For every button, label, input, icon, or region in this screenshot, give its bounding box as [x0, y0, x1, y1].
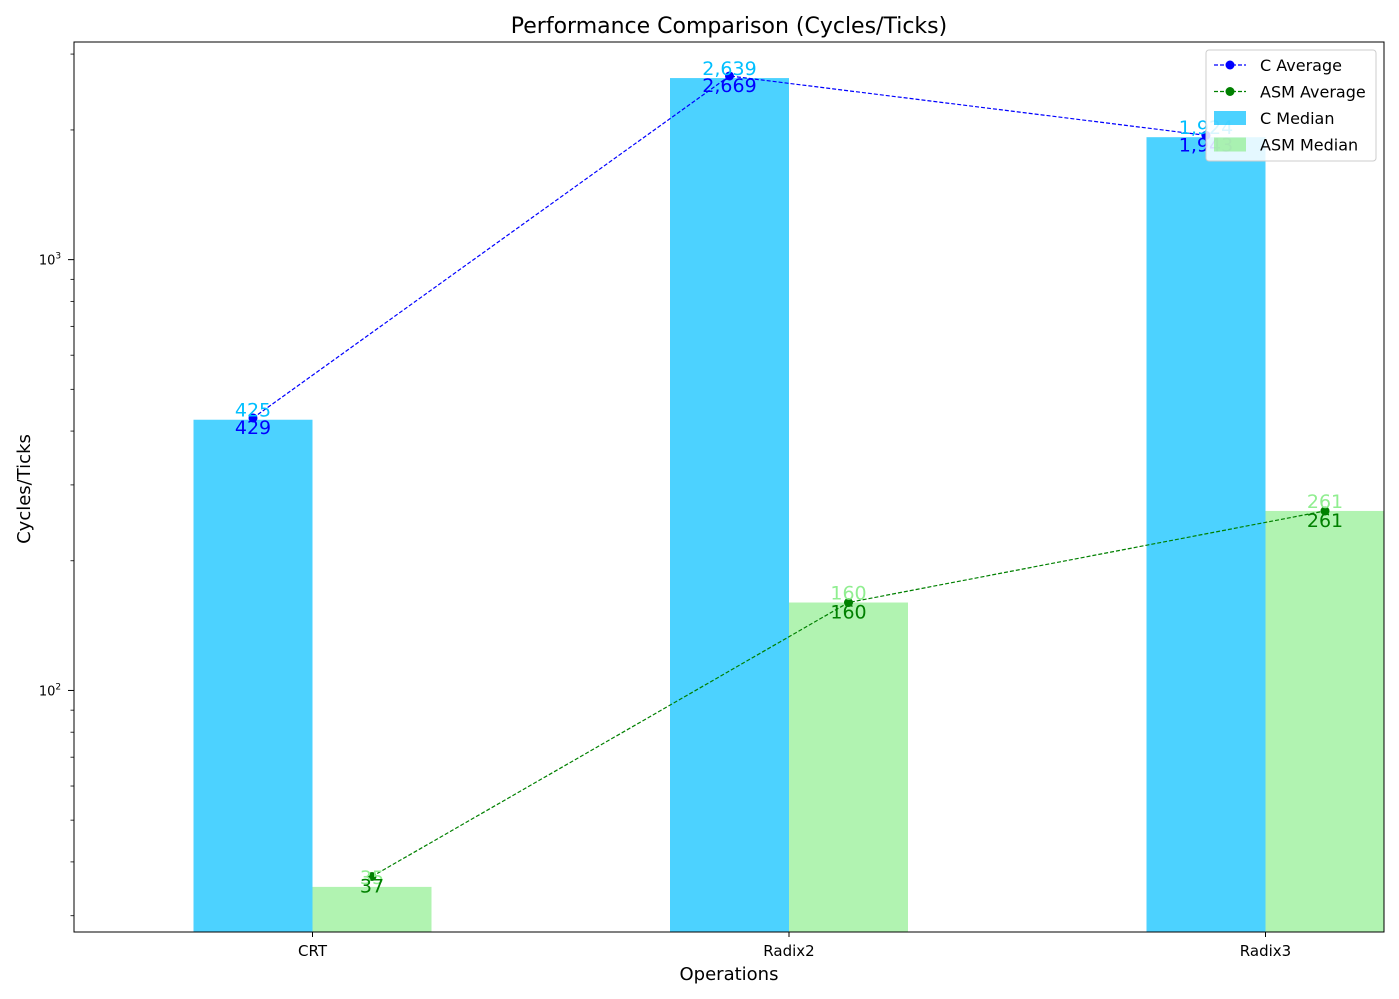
legend-box — [1205, 49, 1377, 162]
bar-asm-median-radix2 — [789, 602, 908, 932]
point-asm-average-radix3 — [1320, 506, 1330, 516]
axes-layer: CRT Radix2 Radix3 102 103 — [39, 53, 1291, 960]
legend-label-asm-median: ASM Median — [1260, 136, 1358, 155]
x-axis-label: Operations — [680, 964, 779, 985]
point-asm-average-crt — [367, 871, 377, 881]
bar-c-median-radix2 — [670, 78, 789, 932]
legend-label-c-average: C Average — [1260, 56, 1342, 75]
label-c-average-radix2: 2,669 — [702, 75, 756, 97]
bar-c-median-crt — [193, 419, 313, 932]
label-asm-median-radix3: 261 — [1307, 491, 1343, 513]
y-tick-label-1000: 103 — [39, 252, 61, 269]
line-c-average — [252, 75, 1207, 419]
bar-c-median-radix3 — [1146, 137, 1266, 932]
label-asm-average-radix2: 160 — [830, 602, 866, 624]
x-tick-label-crt: CRT — [298, 942, 328, 960]
legend-label-c-median: C Median — [1260, 109, 1334, 128]
legend-marker-asm-average — [1225, 87, 1235, 96]
point-asm-average-radix2 — [844, 598, 853, 608]
legend: C Average ASM Average C Median ASM Median — [1205, 49, 1377, 162]
label-asm-average-radix3: 261 — [1307, 510, 1343, 532]
point-c-average-crt — [248, 413, 258, 423]
label-asm-median-radix2: 160 — [830, 583, 866, 605]
x-tick-label-radix3: Radix3 — [1240, 942, 1291, 960]
legend-swatch-asm-median — [1214, 137, 1246, 152]
label-asm-median-crt: 35 — [360, 867, 384, 889]
point-c-average-radix2 — [725, 71, 734, 81]
chart-title: Performance Comparison (Cycles/Ticks) — [511, 14, 947, 39]
label-c-median-crt: 425 — [235, 400, 271, 422]
legend-marker-c-average — [1225, 60, 1235, 70]
label-c-average-crt: 429 — [235, 417, 271, 439]
label-c-median-radix2: 2,639 — [702, 58, 756, 80]
label-asm-average-crt: 37 — [360, 875, 384, 897]
y-axis-label: Cycles/Ticks — [14, 434, 35, 544]
legend-swatch-c-median — [1214, 111, 1246, 125]
lines-layer — [248, 71, 1330, 881]
bars-layer — [193, 78, 1385, 932]
bar-asm-median-radix3 — [1265, 510, 1385, 932]
legend-label-asm-average: ASM Average — [1260, 83, 1366, 102]
y-tick-label-100: 102 — [39, 682, 61, 699]
x-tick-label-radix2: Radix2 — [763, 942, 814, 960]
plot-frame — [73, 41, 1385, 933]
bar-asm-median-crt — [312, 886, 432, 932]
